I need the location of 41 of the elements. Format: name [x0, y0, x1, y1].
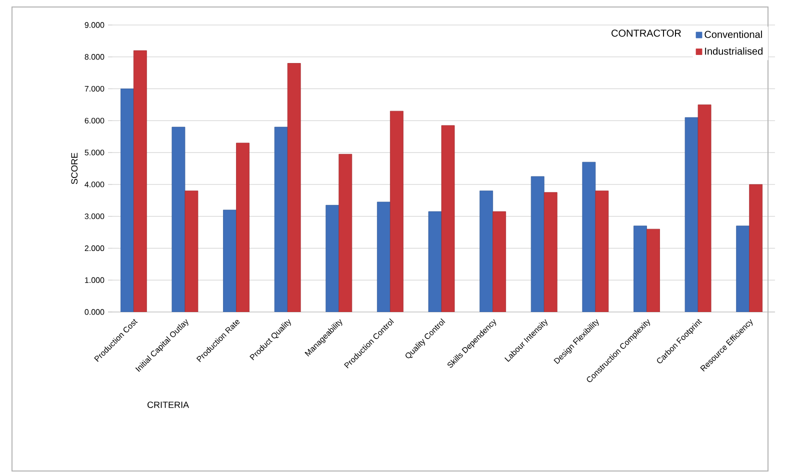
y-tick-label: 7.000 — [84, 86, 104, 92]
bar — [530, 176, 544, 312]
bar — [172, 126, 186, 312]
y-tick-label: 0.000 — [84, 309, 104, 315]
y-tick-label: 1.000 — [85, 277, 104, 283]
bar — [120, 88, 134, 312]
y-tick-label: 2.000 — [84, 245, 104, 252]
bar — [274, 126, 288, 312]
bar — [634, 226, 647, 312]
bar — [736, 226, 750, 312]
bar — [646, 228, 660, 312]
legend-label: Conventional — [704, 30, 762, 38]
bar — [595, 190, 609, 312]
bar — [133, 50, 147, 312]
bar — [223, 210, 236, 312]
bar — [338, 154, 352, 312]
bar — [428, 211, 442, 312]
bar — [492, 211, 506, 312]
bar — [390, 110, 404, 312]
bar — [544, 192, 558, 312]
y-axis-title: SCORE — [71, 152, 78, 184]
bar — [377, 202, 390, 312]
y-tick-label: 8.000 — [84, 54, 104, 60]
bar — [684, 117, 698, 312]
y-tick-label: 3.000 — [84, 213, 104, 220]
y-tick-label: 9.000 — [84, 22, 104, 28]
bar — [480, 190, 494, 312]
bar — [287, 63, 301, 312]
legend-title: CONTRACTOR — [612, 30, 681, 37]
y-tick-label: 5.000 — [84, 150, 104, 156]
bar — [441, 125, 455, 312]
bar — [698, 104, 712, 312]
bar — [236, 142, 250, 312]
bar — [184, 190, 198, 312]
y-tick-label: 4.000 — [84, 182, 104, 188]
legend-label: Industrialised — [705, 47, 762, 55]
x-axis-title: CRITERIA — [147, 402, 190, 408]
y-tick-label: 6.000 — [84, 118, 104, 124]
bar — [326, 204, 340, 312]
bar — [582, 162, 596, 312]
bar — [749, 184, 763, 312]
